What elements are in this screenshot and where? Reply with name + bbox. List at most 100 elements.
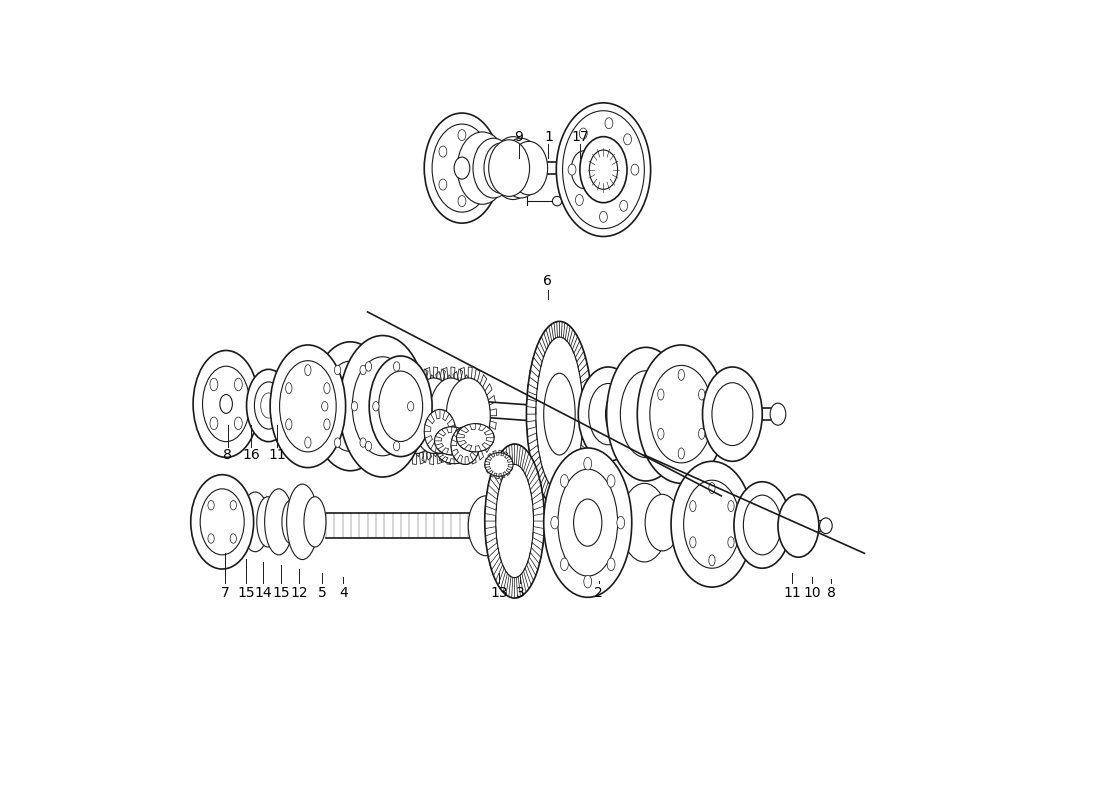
Ellipse shape bbox=[778, 494, 818, 558]
Text: 2: 2 bbox=[594, 586, 603, 599]
Ellipse shape bbox=[241, 492, 270, 552]
Ellipse shape bbox=[557, 103, 650, 237]
Ellipse shape bbox=[192, 513, 208, 531]
Ellipse shape bbox=[606, 347, 685, 481]
Ellipse shape bbox=[575, 194, 583, 206]
Ellipse shape bbox=[230, 501, 236, 510]
Ellipse shape bbox=[580, 128, 587, 139]
Ellipse shape bbox=[256, 497, 278, 547]
Text: 14: 14 bbox=[254, 586, 272, 599]
Ellipse shape bbox=[605, 118, 613, 129]
Ellipse shape bbox=[282, 500, 300, 544]
Text: 17: 17 bbox=[571, 130, 588, 145]
Ellipse shape bbox=[658, 389, 664, 400]
Ellipse shape bbox=[543, 448, 631, 598]
Text: 10: 10 bbox=[803, 586, 821, 599]
Ellipse shape bbox=[579, 367, 638, 462]
Ellipse shape bbox=[770, 403, 785, 425]
Ellipse shape bbox=[708, 555, 715, 566]
Ellipse shape bbox=[351, 402, 358, 411]
Ellipse shape bbox=[246, 370, 290, 442]
Ellipse shape bbox=[194, 350, 260, 458]
Ellipse shape bbox=[678, 370, 684, 380]
Ellipse shape bbox=[458, 196, 466, 206]
Ellipse shape bbox=[484, 143, 518, 194]
Ellipse shape bbox=[265, 489, 293, 555]
Ellipse shape bbox=[485, 444, 544, 598]
Ellipse shape bbox=[323, 382, 330, 394]
Text: 8: 8 bbox=[827, 586, 836, 599]
Ellipse shape bbox=[708, 482, 715, 494]
Ellipse shape bbox=[580, 137, 627, 202]
Text: 12: 12 bbox=[290, 586, 308, 599]
Ellipse shape bbox=[434, 426, 469, 455]
Ellipse shape bbox=[607, 558, 615, 570]
Ellipse shape bbox=[304, 497, 326, 547]
Text: 1: 1 bbox=[544, 130, 553, 145]
Ellipse shape bbox=[451, 426, 480, 465]
Ellipse shape bbox=[606, 382, 647, 446]
Ellipse shape bbox=[321, 402, 328, 411]
Text: 15: 15 bbox=[236, 586, 254, 599]
Ellipse shape bbox=[477, 146, 485, 157]
Ellipse shape bbox=[395, 378, 439, 454]
Ellipse shape bbox=[469, 496, 503, 556]
Ellipse shape bbox=[698, 389, 705, 400]
Ellipse shape bbox=[561, 558, 569, 570]
Ellipse shape bbox=[500, 138, 541, 198]
Text: 16: 16 bbox=[242, 448, 261, 462]
Ellipse shape bbox=[437, 122, 503, 214]
Ellipse shape bbox=[439, 179, 447, 190]
Ellipse shape bbox=[334, 366, 341, 374]
Ellipse shape bbox=[571, 151, 596, 189]
Ellipse shape bbox=[690, 501, 696, 512]
Ellipse shape bbox=[631, 164, 639, 175]
Ellipse shape bbox=[234, 417, 242, 430]
Ellipse shape bbox=[286, 419, 292, 430]
Ellipse shape bbox=[552, 196, 562, 206]
Ellipse shape bbox=[671, 462, 752, 587]
Ellipse shape bbox=[454, 157, 470, 179]
Ellipse shape bbox=[728, 501, 734, 512]
Text: 4: 4 bbox=[339, 586, 348, 599]
Ellipse shape bbox=[429, 378, 473, 454]
Ellipse shape bbox=[678, 448, 684, 459]
Ellipse shape bbox=[607, 474, 615, 487]
Ellipse shape bbox=[658, 428, 664, 439]
Text: 8: 8 bbox=[223, 448, 232, 462]
Text: 15: 15 bbox=[273, 586, 290, 599]
Ellipse shape bbox=[411, 378, 455, 454]
Ellipse shape bbox=[437, 438, 472, 464]
Ellipse shape bbox=[311, 342, 389, 470]
Ellipse shape bbox=[488, 140, 529, 196]
Ellipse shape bbox=[499, 145, 535, 192]
Text: 9: 9 bbox=[514, 130, 522, 145]
Ellipse shape bbox=[620, 483, 668, 562]
Ellipse shape bbox=[473, 138, 514, 198]
Ellipse shape bbox=[360, 366, 366, 374]
Ellipse shape bbox=[208, 534, 214, 543]
Ellipse shape bbox=[208, 501, 214, 510]
Ellipse shape bbox=[323, 419, 330, 430]
Ellipse shape bbox=[458, 132, 507, 204]
Ellipse shape bbox=[365, 442, 372, 451]
Ellipse shape bbox=[477, 179, 485, 190]
Ellipse shape bbox=[703, 367, 762, 462]
Ellipse shape bbox=[337, 359, 397, 454]
Ellipse shape bbox=[820, 518, 833, 534]
Ellipse shape bbox=[584, 458, 592, 470]
Ellipse shape bbox=[234, 378, 242, 390]
Ellipse shape bbox=[527, 322, 593, 507]
Ellipse shape bbox=[286, 382, 292, 394]
Ellipse shape bbox=[637, 345, 725, 483]
Ellipse shape bbox=[551, 516, 559, 529]
Ellipse shape bbox=[734, 482, 791, 568]
Ellipse shape bbox=[394, 362, 399, 371]
Ellipse shape bbox=[698, 428, 705, 439]
Ellipse shape bbox=[425, 410, 455, 454]
Text: 3: 3 bbox=[516, 586, 525, 599]
Ellipse shape bbox=[458, 130, 466, 141]
Ellipse shape bbox=[728, 537, 734, 548]
Ellipse shape bbox=[334, 438, 341, 447]
Text: 6: 6 bbox=[543, 274, 552, 287]
